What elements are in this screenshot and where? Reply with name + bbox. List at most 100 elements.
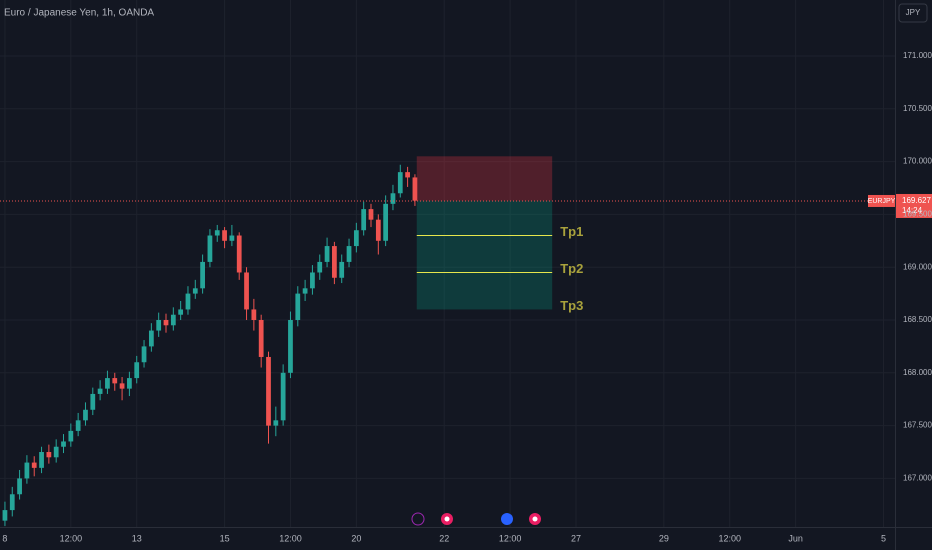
candle-body <box>280 372 286 421</box>
x-tick-label: 22 <box>439 533 449 543</box>
x-tick-label: 12:00 <box>279 533 302 543</box>
y-tick-label: 168.000 <box>903 368 932 377</box>
currency-button[interactable] <box>898 3 928 23</box>
y-tick-label: 171.000 <box>903 51 932 60</box>
target-label: Tp3 <box>560 298 583 313</box>
candle-body <box>295 293 301 321</box>
candle-body <box>375 219 381 241</box>
event-icon-dot <box>532 516 538 522</box>
candle-body <box>353 230 359 247</box>
candle-body <box>258 320 264 357</box>
candle-body <box>397 172 403 194</box>
candle-body <box>288 320 293 373</box>
candle-body <box>170 314 176 326</box>
y-tick-label: 167.500 <box>903 421 932 430</box>
candle-body <box>390 193 396 204</box>
candle-body <box>273 420 279 426</box>
candle-body <box>339 261 345 278</box>
currency-label[interactable]: JPY <box>906 8 921 17</box>
candle-body <box>222 230 227 241</box>
x-tick-label: 12:00 <box>60 533 83 543</box>
candle-body <box>90 393 96 410</box>
candle-body <box>53 446 59 458</box>
chart-title: Euro / Japanese Yen, 1h, OANDA <box>4 8 154 19</box>
candle-body <box>229 235 235 241</box>
target-label: Tp1 <box>560 224 583 239</box>
candle-body <box>127 378 132 389</box>
candle-body <box>9 494 15 511</box>
candle-body <box>368 209 374 220</box>
candle-body <box>141 346 147 363</box>
candle-body <box>156 320 162 331</box>
candle-body <box>207 235 213 262</box>
candle-body <box>383 203 389 241</box>
candle-body <box>83 409 88 421</box>
event-icon-dot <box>444 516 450 522</box>
candle-body <box>251 309 257 321</box>
candle-body <box>24 462 30 479</box>
candle-body <box>61 441 66 447</box>
candle-body <box>185 293 191 310</box>
x-tick-label: 15 <box>220 533 230 543</box>
candle-body <box>266 356 271 426</box>
candle-body <box>31 462 37 468</box>
last-price-label: 169.627 <box>902 196 931 205</box>
x-tick-label: 5 <box>881 533 886 543</box>
candle-body <box>200 261 205 289</box>
candle-body <box>324 246 330 262</box>
candle-body <box>412 177 418 201</box>
candle-body <box>302 288 308 294</box>
x-tick-label: 20 <box>351 533 361 543</box>
target-zone <box>416 200 553 310</box>
y-tick-label: 168.500 <box>903 315 932 324</box>
x-tick-label: 12:00 <box>718 533 741 543</box>
candle-body <box>2 510 8 521</box>
candle-body <box>214 230 220 236</box>
x-tick-label: 8 <box>2 533 7 543</box>
event-icon[interactable] <box>501 513 513 525</box>
y-tick-label: 167.000 <box>903 474 932 483</box>
candle-body <box>192 288 198 294</box>
y-tick-label: 170.500 <box>903 104 932 113</box>
plot <box>2 164 418 526</box>
x-tick-label: 27 <box>571 533 581 543</box>
candle-body <box>405 172 410 178</box>
x-tick-label: 12:00 <box>499 533 522 543</box>
event-icons <box>411 512 541 526</box>
y-tick-label: 169.500 <box>903 210 932 219</box>
candle-body <box>148 330 154 347</box>
x-tick-label: 13 <box>132 533 142 543</box>
candle-body <box>105 378 110 389</box>
event-icon[interactable] <box>411 512 425 526</box>
y-tick-label: 170.000 <box>903 157 932 166</box>
x-tick-label: 29 <box>659 533 669 543</box>
candle-body <box>310 272 315 289</box>
candle-body <box>178 309 184 315</box>
candle-body <box>332 246 337 278</box>
price-badge <box>896 193 932 218</box>
candle-body <box>75 420 81 431</box>
candle-body <box>163 320 169 326</box>
candle-body <box>17 478 22 495</box>
candle-body <box>346 246 352 262</box>
candle-body <box>134 362 140 379</box>
candle-body <box>68 430 74 442</box>
candle-body <box>46 452 52 458</box>
candle-body <box>236 235 242 273</box>
countdown-label: 14:24 <box>902 206 923 215</box>
candle-body <box>39 452 44 468</box>
candle-body <box>244 272 249 310</box>
y-tick-label: 169.000 <box>903 262 932 271</box>
candle-body <box>97 388 103 394</box>
candle-body <box>317 261 323 273</box>
x-tick-label: Jun <box>788 533 803 543</box>
candle-body <box>112 378 118 384</box>
candle-body <box>361 209 367 231</box>
symbol-label: EURJPY <box>868 198 896 205</box>
stop-zone <box>416 156 553 201</box>
candle-body <box>119 383 125 389</box>
symbol-badge <box>868 194 895 207</box>
